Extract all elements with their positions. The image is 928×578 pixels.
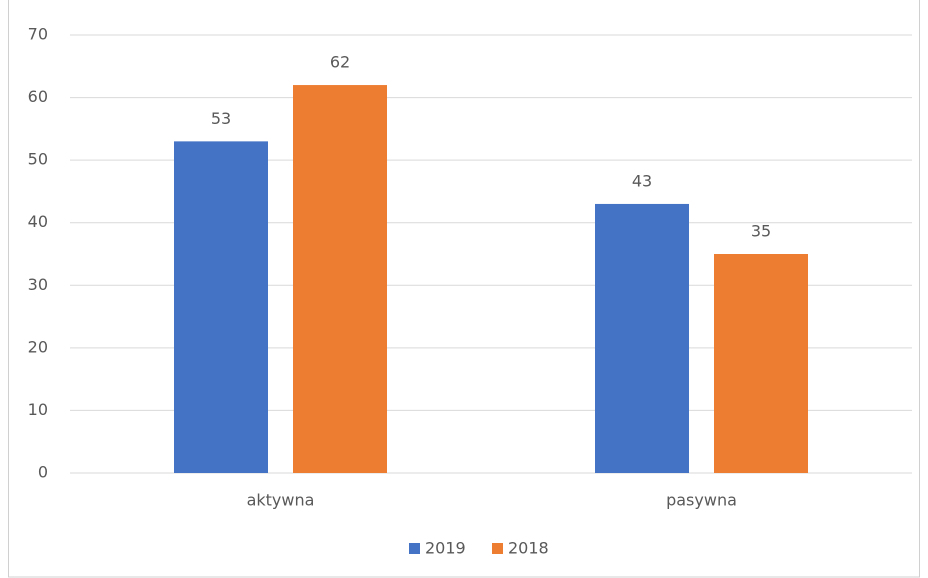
legend-swatch (492, 543, 503, 554)
bar (293, 85, 387, 474)
legend-label: 2018 (508, 539, 549, 558)
y-tick-label: 60 (28, 87, 48, 106)
legend-label: 2019 (425, 539, 466, 558)
y-tick-label: 50 (28, 150, 48, 169)
x-tick-label: aktywna (247, 491, 315, 510)
y-tick-label: 0 (38, 463, 48, 482)
y-tick-label: 10 (28, 400, 48, 419)
bar (595, 203, 689, 473)
data-label: 35 (751, 222, 771, 241)
data-label: 43 (632, 171, 652, 190)
bar (174, 141, 268, 473)
y-tick-label: 70 (28, 25, 48, 44)
y-tick-label: 40 (28, 212, 48, 231)
bar (714, 254, 808, 473)
x-tick-label: pasywna (666, 491, 737, 510)
legend-swatch (409, 543, 420, 554)
y-tick-label: 20 (28, 337, 48, 356)
y-tick-label: 30 (28, 275, 48, 294)
data-label: 53 (211, 109, 231, 128)
data-label: 62 (330, 53, 350, 72)
